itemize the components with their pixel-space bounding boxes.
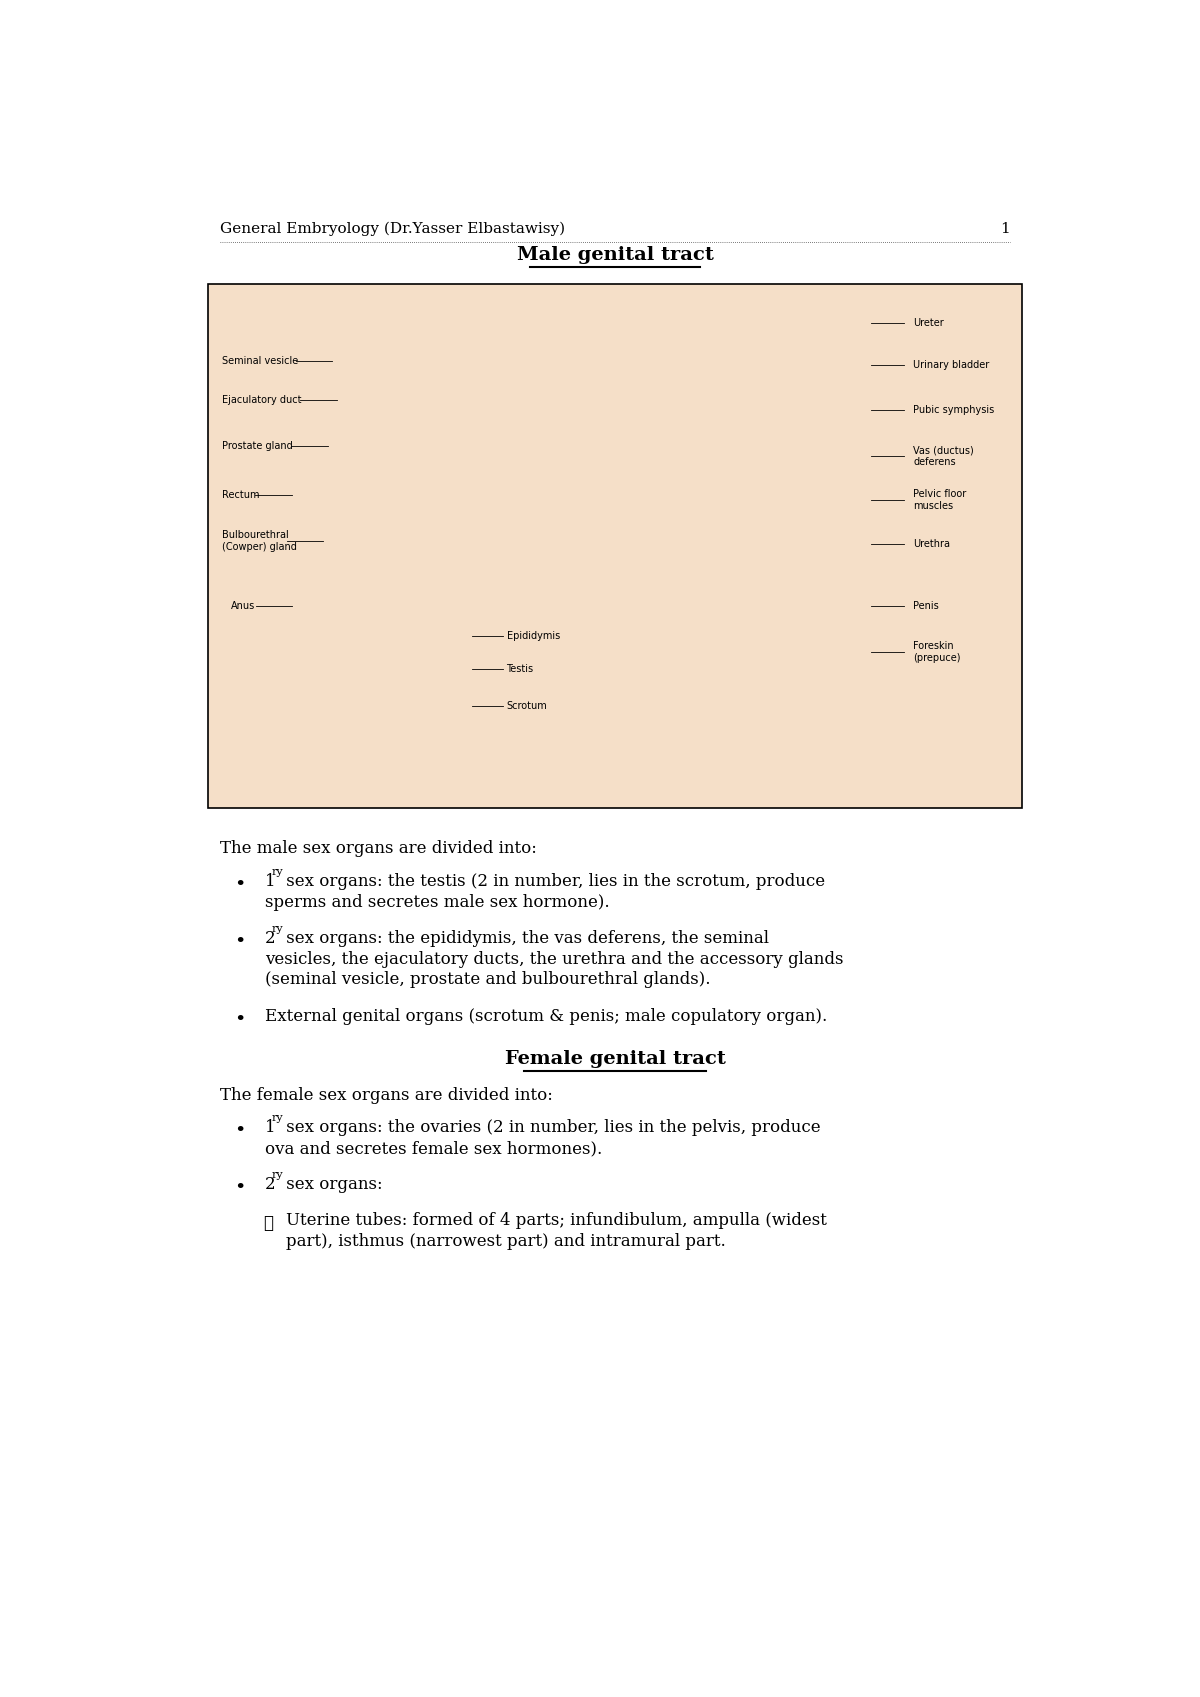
Text: The male sex organs are divided into:: The male sex organs are divided into: — [220, 840, 536, 857]
Text: Pubic symphysis: Pubic symphysis — [913, 406, 995, 416]
Text: Ureter: Ureter — [913, 317, 944, 328]
Text: 1: 1 — [1001, 222, 1010, 236]
Text: Testis: Testis — [506, 665, 534, 674]
Text: •: • — [234, 1122, 246, 1140]
Text: Prostate gland: Prostate gland — [222, 441, 293, 451]
Text: Vas (ductus)
deferens: Vas (ductus) deferens — [913, 445, 974, 467]
Text: Male genital tract: Male genital tract — [516, 246, 714, 263]
Text: sex organs: the testis (2 in number, lies in the scrotum, produce: sex organs: the testis (2 in number, lie… — [281, 872, 826, 889]
Text: Pelvic floor
muscles: Pelvic floor muscles — [913, 489, 967, 511]
Text: The female sex organs are divided into:: The female sex organs are divided into: — [220, 1086, 553, 1103]
Text: part), isthmus (narrowest part) and intramural part.: part), isthmus (narrowest part) and intr… — [286, 1234, 725, 1251]
Text: •: • — [234, 1011, 246, 1028]
Text: (seminal vesicle, prostate and bulbourethral glands).: (seminal vesicle, prostate and bulbouret… — [265, 971, 710, 988]
Text: •: • — [234, 876, 246, 894]
Text: •: • — [234, 933, 246, 950]
Text: sex organs: the ovaries (2 in number, lies in the pelvis, produce: sex organs: the ovaries (2 in number, li… — [281, 1118, 821, 1137]
Text: Bulbourethral
(Cowper) gland: Bulbourethral (Cowper) gland — [222, 529, 296, 552]
Text: vesicles, the ejaculatory ducts, the urethra and the accessory glands: vesicles, the ejaculatory ducts, the ure… — [265, 950, 844, 967]
Text: External genital organs (scrotum & penis; male copulatory organ).: External genital organs (scrotum & penis… — [265, 1008, 827, 1025]
Text: Female genital tract: Female genital tract — [504, 1050, 726, 1067]
Text: 2: 2 — [265, 930, 275, 947]
Text: Urethra: Urethra — [913, 540, 950, 550]
Text: Urinary bladder: Urinary bladder — [913, 360, 990, 370]
Text: 2: 2 — [265, 1176, 275, 1193]
Text: Penis: Penis — [913, 601, 940, 611]
Text: 1: 1 — [265, 1118, 275, 1137]
Text: Seminal vesicle: Seminal vesicle — [222, 356, 299, 367]
Text: Epididymis: Epididymis — [506, 631, 559, 641]
Text: sex organs: the epididymis, the vas deferens, the seminal: sex organs: the epididymis, the vas defe… — [281, 930, 769, 947]
Text: 1: 1 — [265, 872, 275, 889]
Text: •: • — [234, 1179, 246, 1196]
Text: sperms and secretes male sex hormone).: sperms and secretes male sex hormone). — [265, 894, 610, 911]
Text: ry: ry — [271, 1113, 283, 1123]
Text: Foreskin
(prepuce): Foreskin (prepuce) — [913, 641, 961, 662]
Text: General Embryology (Dr.Yasser Elbastawisy): General Embryology (Dr.Yasser Elbastawis… — [220, 222, 565, 236]
Text: ry: ry — [271, 923, 283, 933]
Text: sex organs:: sex organs: — [281, 1176, 383, 1193]
Text: Ejaculatory duct: Ejaculatory duct — [222, 395, 301, 406]
Text: Anus: Anus — [232, 601, 256, 611]
Text: ry: ry — [271, 1169, 283, 1179]
Text: Rectum: Rectum — [222, 490, 259, 499]
Text: Uterine tubes: formed of 4 parts; infundibulum, ampulla (widest: Uterine tubes: formed of 4 parts; infund… — [286, 1212, 827, 1229]
Bar — [208, 285, 1022, 808]
Text: ova and secretes female sex hormones).: ova and secretes female sex hormones). — [265, 1140, 602, 1157]
Text: ➤: ➤ — [263, 1215, 272, 1232]
Text: Scrotum: Scrotum — [506, 701, 547, 711]
Text: ry: ry — [271, 867, 283, 877]
